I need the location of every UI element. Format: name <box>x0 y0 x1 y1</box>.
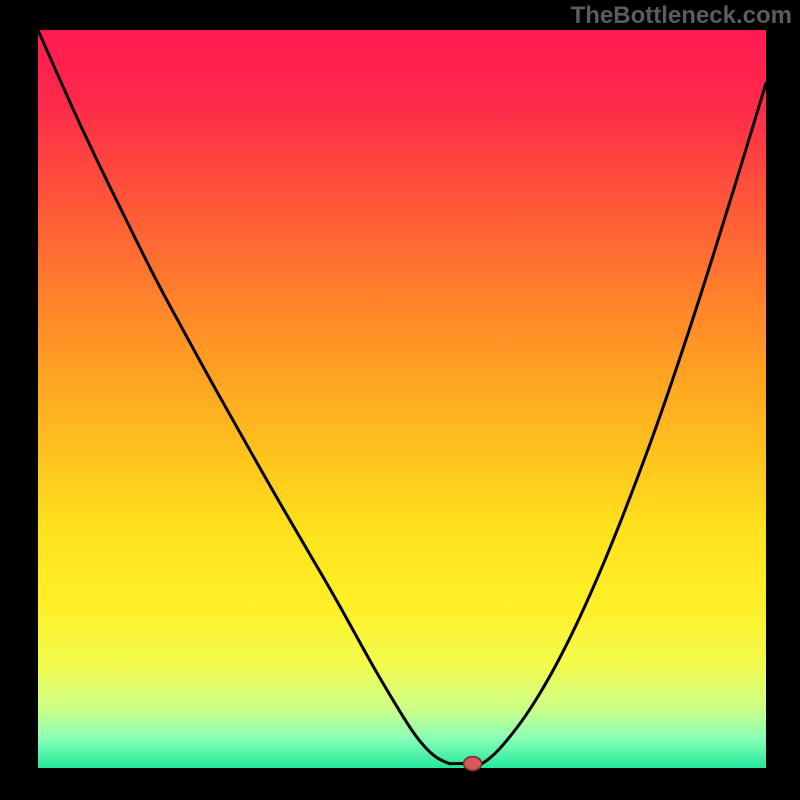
plot-background <box>38 30 766 768</box>
watermark-text: TheBottleneck.com <box>571 2 792 30</box>
chart-svg <box>0 0 800 800</box>
chart-root: TheBottleneck.com <box>0 0 800 800</box>
curve-marker <box>464 757 482 771</box>
